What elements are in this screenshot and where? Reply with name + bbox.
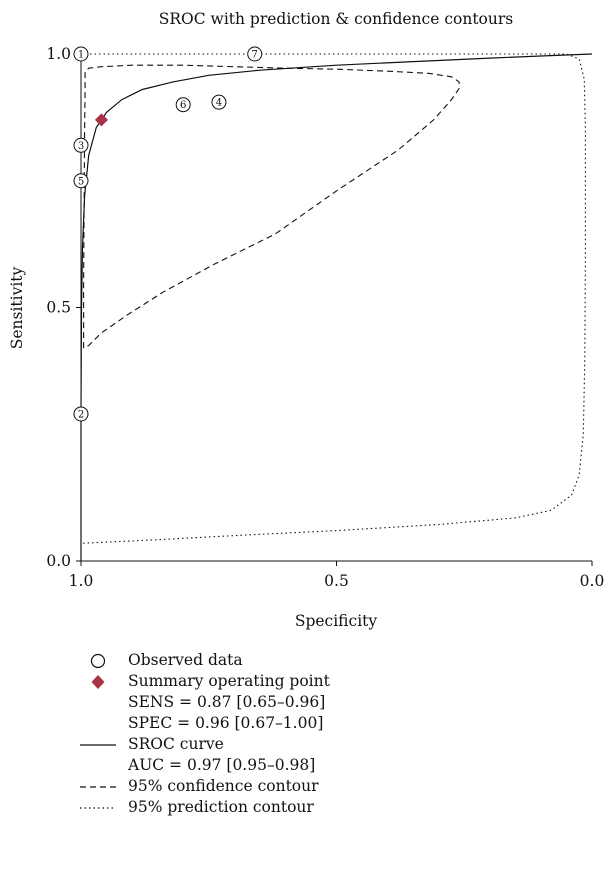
- legend-sens: SENS = 0.87 [0.65–0.96]: [128, 693, 326, 711]
- observed-point-label: 7: [252, 50, 258, 61]
- observed-point-label: 4: [216, 98, 222, 109]
- x-axis-label: Specificity: [295, 612, 378, 630]
- observed-point-7: [247, 46, 263, 62]
- solid-line-icon: [76, 734, 120, 755]
- observed-point-5: [73, 173, 89, 189]
- legend-auc: AUC = 0.97 [0.95–0.98]: [128, 756, 316, 774]
- legend-item-confidence: 95% confidence contour: [76, 776, 576, 797]
- legend-label-observed: Observed data: [128, 651, 243, 669]
- legend-item-sroc: SROC curve: [76, 734, 576, 755]
- legend-label-prediction: 95% prediction contour: [128, 798, 314, 816]
- y-axis-label: Sensitivity: [8, 266, 26, 349]
- observed-point-6: [175, 97, 191, 113]
- prediction-contour: [80, 53, 586, 544]
- legend-label-sroc: SROC curve: [128, 735, 224, 753]
- dashed-line-icon: [76, 776, 120, 797]
- observed-point-4: [211, 94, 227, 110]
- legend: Observed data Summary operating point SE…: [76, 650, 576, 818]
- contours: [80, 53, 593, 561]
- legend-item-observed: Observed data: [76, 650, 576, 671]
- x-tick-label: 1.0: [69, 572, 94, 590]
- legend-item-summary: Summary operating point: [76, 671, 576, 692]
- y-tick-label: 0.0: [46, 552, 71, 570]
- observed-point-1: [73, 46, 89, 62]
- circle-icon: [76, 650, 120, 671]
- chart-title: SROC with prediction & confidence contou…: [159, 10, 514, 28]
- observed-point-3: [73, 137, 89, 153]
- legend-label-summary: Summary operating point: [128, 672, 330, 690]
- dotted-line-icon: [76, 797, 120, 818]
- sroc-curve: [80, 53, 593, 561]
- diamond-icon: [76, 671, 120, 692]
- y-tick-label: 0.5: [46, 299, 71, 317]
- x-tick-label: 0.0: [580, 572, 604, 590]
- legend-item-prediction: 95% prediction contour: [76, 797, 576, 818]
- sroc-chart: SROC with prediction & confidence contou…: [8, 10, 604, 630]
- observed-point-label: 3: [78, 141, 84, 152]
- observed-point-label: 1: [78, 50, 84, 61]
- observed-point-label: 2: [78, 409, 84, 420]
- axes: 1.0 0.5 0.0 0.0 0.5 1.0: [46, 45, 604, 590]
- legend-label-confidence: 95% confidence contour: [128, 777, 319, 795]
- confidence-contour: [83, 64, 460, 349]
- observed-point-2: [73, 406, 89, 422]
- legend-spec: SPEC = 0.96 [0.67–1.00]: [128, 714, 324, 732]
- observed-point-label: 5: [78, 176, 84, 187]
- x-tick-label: 0.5: [324, 572, 349, 590]
- observed-points: 1 2 3 4 5 6 7: [73, 46, 263, 422]
- observed-point-label: 6: [180, 100, 186, 111]
- y-tick-label: 1.0: [46, 45, 71, 63]
- summary-operating-point: [94, 113, 108, 127]
